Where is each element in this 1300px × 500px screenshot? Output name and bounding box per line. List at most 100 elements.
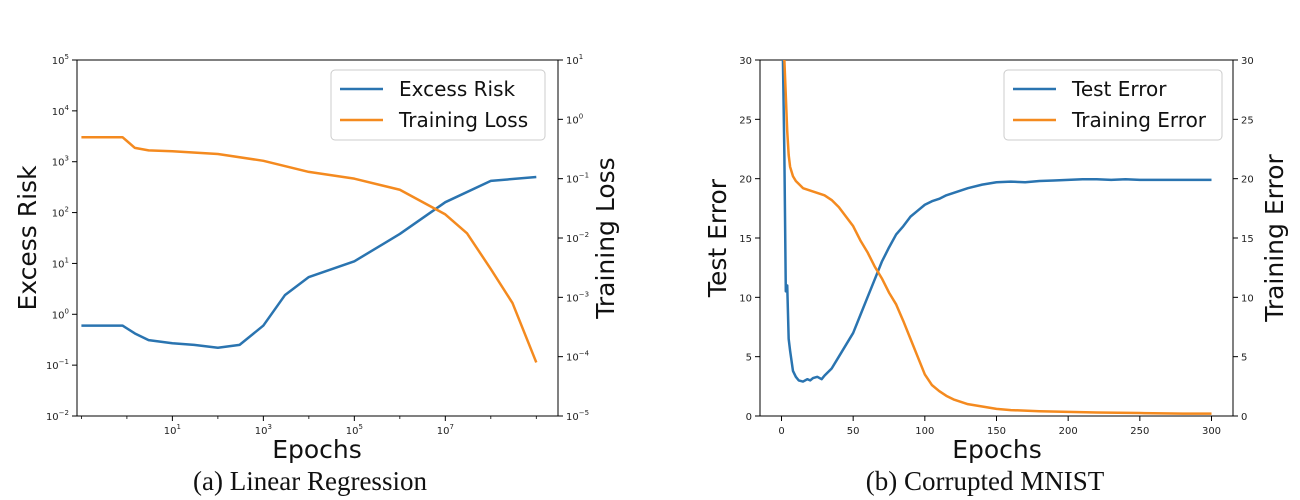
x-tick-label: 0 bbox=[778, 426, 784, 437]
legend-label-training-loss: Training Loss bbox=[398, 108, 528, 132]
legend-label-excess-risk: Excess Risk bbox=[399, 77, 515, 101]
tick-mantissa: 10 bbox=[46, 361, 59, 372]
y-left-tick-label: 10−2 bbox=[46, 409, 69, 423]
tick-mantissa: 10 bbox=[566, 115, 579, 126]
tick-mantissa: 10 bbox=[566, 56, 579, 67]
tick-exponent: −5 bbox=[579, 409, 589, 417]
x-tick-label: 250 bbox=[1130, 426, 1149, 437]
legend: Test Error Training Error bbox=[1003, 69, 1223, 141]
tick-mantissa: 10 bbox=[46, 412, 59, 423]
tick-exponent: 1 bbox=[579, 53, 583, 61]
y-right-tick-label: 15 bbox=[1241, 234, 1254, 245]
y-right-tick-label: 5 bbox=[1241, 353, 1247, 364]
tick-exponent: −2 bbox=[59, 409, 69, 417]
legend-label-training-error: Training Error bbox=[1071, 108, 1207, 132]
caption: (b) Corrupted MNIST bbox=[866, 466, 1105, 496]
tick-exponent: −1 bbox=[579, 172, 589, 180]
tick-exponent: 2 bbox=[65, 206, 69, 214]
tick-exponent: 1 bbox=[65, 256, 69, 264]
x-tick-label: 150 bbox=[987, 426, 1006, 437]
y-left-tick-label: 100 bbox=[52, 307, 69, 321]
y-right-tick-label: 10−2 bbox=[566, 231, 589, 245]
chart-linear-regression: 101 103 105 10710510410310210110010−110−210… bbox=[13, 53, 620, 496]
chart-corrupted-mnist: 0 50 100 150 200 250 3000510152025300510152025… bbox=[703, 56, 1289, 496]
y-right-tick-label: 101 bbox=[566, 53, 583, 67]
y-left-tick-label: 5 bbox=[746, 353, 752, 364]
x-axis-label: Epochs bbox=[952, 435, 1042, 464]
legend-label-test-error: Test Error bbox=[1071, 77, 1167, 101]
y-left-tick-label: 105 bbox=[52, 53, 69, 67]
tick-exponent: 5 bbox=[65, 53, 69, 61]
y-left-tick-label: 25 bbox=[739, 115, 752, 126]
y-axis-label-left: Test Error bbox=[703, 178, 732, 298]
tick-mantissa: 10 bbox=[52, 209, 65, 220]
series-line-excess-risk bbox=[81, 175, 537, 349]
y-right-tick-label: 25 bbox=[1241, 115, 1254, 126]
y-left-tick-label: 20 bbox=[739, 175, 752, 186]
legend: Excess Risk Training Loss bbox=[330, 69, 546, 141]
x-tick-label: 300 bbox=[1202, 426, 1221, 437]
x-tick-label: 105 bbox=[346, 423, 363, 437]
tick-mantissa: 10 bbox=[346, 426, 359, 437]
tick-mantissa: 10 bbox=[164, 426, 177, 437]
chart-marks: 0 50 100 150 200 250 3000510152025300510152025… bbox=[739, 56, 1253, 437]
chart-marks: 101 103 105 10710510410310210110010−110−210… bbox=[46, 53, 590, 437]
tick-mantissa: 10 bbox=[566, 175, 579, 186]
tick-mantissa: 10 bbox=[52, 158, 65, 169]
y-left-tick-label: 101 bbox=[52, 256, 69, 270]
x-axis-label: Epochs bbox=[272, 435, 362, 464]
y-axis-label-right: Training Error bbox=[1260, 154, 1289, 323]
tick-mantissa: 10 bbox=[566, 353, 579, 364]
tick-mantissa: 10 bbox=[52, 259, 65, 270]
x-tick-label: 100 bbox=[915, 426, 934, 437]
y-left-tick-label: 10 bbox=[739, 293, 752, 304]
tick-exponent: −1 bbox=[59, 358, 69, 366]
tick-exponent: 4 bbox=[65, 104, 70, 112]
x-tick-label: 200 bbox=[1059, 426, 1078, 437]
tick-exponent: −4 bbox=[579, 350, 590, 358]
y-right-tick-label: 0 bbox=[1241, 412, 1247, 423]
tick-exponent: 1 bbox=[177, 423, 181, 431]
y-axis-label-right: Training Loss bbox=[591, 157, 620, 319]
series-line-test-error bbox=[781, 60, 1212, 383]
tick-exponent: −2 bbox=[579, 231, 589, 239]
y-axis-label-left: Excess Risk bbox=[13, 165, 42, 311]
tick-mantissa: 10 bbox=[566, 412, 579, 423]
tick-exponent: 3 bbox=[65, 155, 69, 163]
y-left-tick-label: 15 bbox=[739, 234, 752, 245]
y-left-tick-label: 103 bbox=[52, 155, 69, 169]
y-right-tick-label: 10−1 bbox=[566, 172, 589, 186]
tick-mantissa: 10 bbox=[255, 426, 268, 437]
y-right-tick-label: 10−4 bbox=[566, 350, 590, 364]
y-left-tick-label: 104 bbox=[52, 104, 70, 118]
caption: (a) Linear Regression bbox=[193, 466, 427, 496]
y-left-tick-label: 30 bbox=[739, 56, 752, 67]
tick-exponent: 5 bbox=[358, 423, 362, 431]
y-left-tick-label: 102 bbox=[52, 206, 69, 220]
tick-exponent: 3 bbox=[267, 423, 271, 431]
y-left-tick-label: 0 bbox=[746, 412, 752, 423]
tick-exponent: −3 bbox=[579, 290, 589, 298]
legend-box bbox=[330, 69, 546, 141]
x-tick-label: 101 bbox=[164, 423, 181, 437]
tick-mantissa: 10 bbox=[566, 234, 579, 245]
y-left-tick-label: 10−1 bbox=[46, 358, 69, 372]
y-right-tick-label: 100 bbox=[566, 112, 583, 126]
y-right-tick-label: 10 bbox=[1241, 293, 1254, 304]
x-tick-label: 50 bbox=[847, 426, 860, 437]
tick-exponent: 7 bbox=[449, 423, 453, 431]
x-tick-label: 103 bbox=[255, 423, 272, 437]
tick-mantissa: 10 bbox=[437, 426, 450, 437]
tick-mantissa: 10 bbox=[52, 107, 65, 118]
series-line-training-error bbox=[782, 60, 1212, 415]
y-right-tick-label: 10−5 bbox=[566, 409, 589, 423]
y-right-tick-label: 30 bbox=[1241, 56, 1254, 67]
y-right-tick-label: 20 bbox=[1241, 175, 1254, 186]
tick-mantissa: 10 bbox=[566, 293, 579, 304]
x-tick-label: 107 bbox=[437, 423, 454, 437]
tick-exponent: 0 bbox=[65, 307, 69, 315]
tick-mantissa: 10 bbox=[52, 310, 65, 321]
y-right-tick-label: 10−3 bbox=[566, 290, 589, 304]
legend-box bbox=[1003, 69, 1223, 141]
